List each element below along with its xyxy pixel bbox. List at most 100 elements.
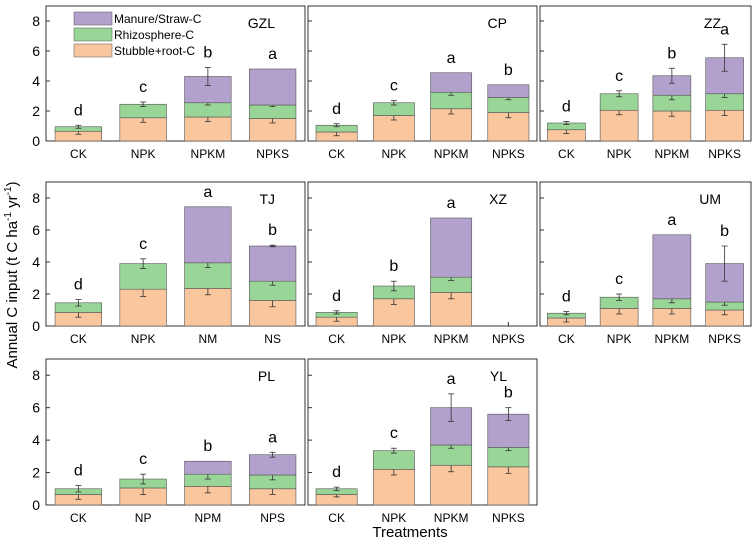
x-tick-label: CK (328, 147, 345, 161)
x-tick-label: NPKS (708, 147, 741, 161)
significance-letter: d (74, 102, 83, 119)
x-tick-label: NS (264, 332, 281, 346)
significance-letter: b (667, 45, 676, 62)
panel-frame (45, 181, 306, 327)
significance-letter: b (203, 45, 212, 62)
x-tick-label: NPKS (708, 332, 741, 346)
legend: Manure/Straw-C Rhizosphere-C Stubble+roo… (73, 11, 202, 58)
significance-letter: b (203, 438, 212, 455)
site-label: XZ (489, 191, 507, 207)
significance-letter: b (720, 223, 729, 240)
significance-letter: a (720, 21, 729, 38)
bar-segment-manure-straw-c (184, 206, 232, 264)
x-tick-label: NPK (607, 147, 632, 161)
y-tick-label: 2 (32, 465, 40, 481)
x-tick-label: NPS (260, 511, 285, 525)
significance-letter: a (268, 429, 277, 446)
x-tick-label: CK (328, 511, 345, 525)
site-label: TJ (259, 191, 275, 207)
bar-segment-manure-straw-c (487, 84, 530, 98)
panel-gzl: 0 2 4 6 8 GZL CK d NPK c NPKM b NPKS a (32, 5, 306, 161)
site-label: YL (490, 368, 507, 384)
significance-letter: d (74, 463, 83, 480)
y-tick-label: 2 (32, 286, 40, 302)
y-tick-label: 6 (32, 222, 40, 238)
x-tick-label: CK (70, 147, 87, 161)
significance-letter: b (389, 258, 398, 275)
panel-frame (539, 5, 752, 142)
y-tick-label: 8 (32, 367, 40, 383)
legend-swatch-manure-straw (73, 11, 113, 26)
x-tick-label: NPK (382, 147, 407, 161)
significance-letter: c (139, 79, 147, 96)
y-tick-label: 8 (32, 13, 40, 29)
bar-segment-manure-straw-c (430, 72, 473, 93)
x-tick-label: NPKM (655, 147, 690, 161)
significance-letter: a (447, 50, 456, 67)
bar-segment-manure-straw-c (430, 217, 473, 278)
bar-segment-manure-straw-c (652, 234, 692, 300)
x-tick-label: NPKM (191, 147, 226, 161)
x-tick-label: NPKM (434, 332, 469, 346)
significance-letter: d (562, 99, 571, 116)
panel-frame (307, 5, 538, 142)
y-tick-label: 4 (32, 254, 40, 270)
site-label: CP (488, 15, 507, 31)
y-tick-label: 2 (32, 103, 40, 119)
x-tick-label: NPM (195, 511, 222, 525)
significance-letter: c (139, 236, 147, 253)
bar-segment-manure-straw-c (184, 460, 232, 475)
significance-letter: c (615, 271, 623, 288)
x-tick-label: NPK (131, 147, 156, 161)
significance-letter: c (390, 425, 398, 442)
panel-zz: ZZ CK d NPK c NPKM b NPKS a (539, 5, 752, 161)
bar-segment-stubble-root-c (599, 109, 639, 142)
x-tick-label: NPKM (434, 511, 469, 525)
bar-segment-manure-straw-c (249, 68, 297, 106)
significance-letter: a (203, 184, 212, 201)
significance-letter: a (447, 371, 456, 388)
x-tick-label: CK (70, 511, 87, 525)
significance-letter: d (332, 101, 341, 118)
legend-swatch-stubble-root (73, 43, 113, 58)
panel-frame (539, 181, 752, 327)
y-tick-label: 6 (32, 43, 40, 59)
site-label: UM (699, 191, 721, 207)
bar-segment-manure-straw-c (249, 245, 297, 282)
panel-pl: 0 2 4 6 8 PL CK d NP c NPM b NPS a (32, 358, 306, 525)
bar-segment-manure-straw-c (249, 454, 297, 476)
panel-frame (307, 181, 538, 327)
panel-yl: YL CK d NPK c NPKM a NPKS b (307, 358, 538, 525)
site-label: ZZ (704, 15, 722, 31)
significance-letter: a (268, 46, 277, 63)
panel-tj: 0 2 4 6 8 TJ CK d NPK c NM a NS b (32, 181, 306, 346)
x-axis-label: Treatments (372, 524, 447, 541)
x-tick-label: NPKS (256, 147, 289, 161)
x-tick-label: NPKM (434, 147, 469, 161)
panels-layer: 0 2 4 6 8 GZL CK d NPK c NPKM b NPKS a CP CK d NPK c NPKM a N… (32, 5, 752, 525)
x-tick-label: CK (328, 332, 345, 346)
panel-frame (45, 358, 306, 506)
significance-letter: c (390, 78, 398, 95)
y-tick-label: 6 (32, 400, 40, 416)
x-tick-label: NPKM (655, 332, 690, 346)
y-tick-label: 4 (32, 73, 40, 89)
panel-frame (307, 358, 538, 506)
x-tick-label: CK (70, 332, 87, 346)
site-label: GZL (248, 15, 275, 31)
significance-letter: d (332, 464, 341, 481)
x-tick-label: NPK (131, 332, 156, 346)
panel-cp: CP CK d NPK c NPKM a NPKS b (307, 5, 538, 161)
panel-xz: XZ CK d NPK b NPKM a NPKS (307, 181, 538, 346)
y-tick-label: 4 (32, 432, 40, 448)
site-label: PL (258, 368, 275, 384)
y-tick-label: 0 (32, 318, 40, 334)
x-tick-label: NPK (382, 511, 407, 525)
significance-letter: d (74, 277, 83, 294)
legend-label-manure-straw: Manure/Straw-C (114, 12, 202, 26)
x-tick-label: NPKS (492, 332, 525, 346)
significance-letter: b (504, 62, 513, 79)
legend-label-rhizosphere: Rhizosphere-C (114, 28, 194, 42)
significance-letter: d (562, 289, 571, 306)
x-tick-label: NP (135, 511, 152, 525)
